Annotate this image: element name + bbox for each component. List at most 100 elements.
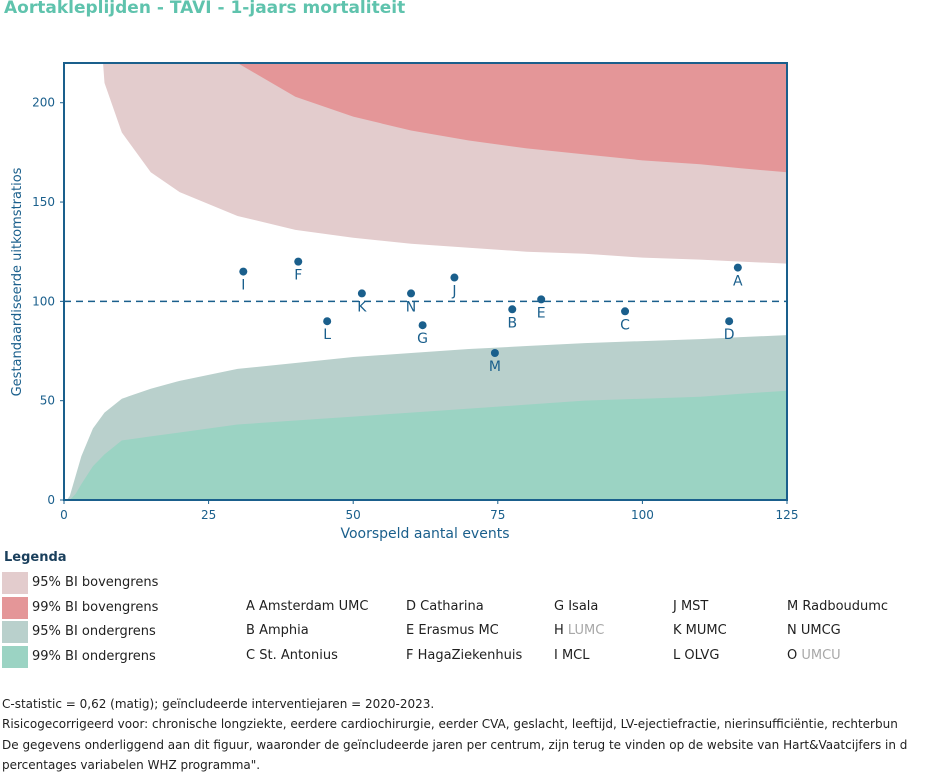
legend-heading: Legenda — [4, 550, 67, 565]
centre-e: E Erasmus MC — [406, 623, 499, 638]
centre-name: MST — [680, 599, 709, 614]
centre-name: MUMC — [685, 623, 727, 638]
centre-name: LUMC — [567, 623, 605, 638]
confidence-bands — [66, 63, 787, 500]
point-k — [357, 289, 366, 298]
point-d — [725, 317, 734, 326]
centre-name: St. Antonius — [259, 648, 338, 663]
y-tick-label: 200 — [32, 96, 55, 110]
x-tick-label: 0 — [60, 508, 68, 522]
centre-i: I MCL — [554, 648, 590, 663]
legend-swatch — [2, 645, 28, 668]
footer-source-cont: percentages variabelen WHZ programma". — [2, 758, 261, 772]
centre-letter: O — [787, 648, 802, 663]
centre-d: D Catharina — [406, 599, 484, 614]
centre-letter: K — [673, 623, 686, 638]
centre-name: Radboudumc — [802, 599, 889, 614]
centre-b: B Amphia — [246, 623, 309, 638]
legend-label: 95% BI ondergrens — [32, 624, 156, 639]
centre-o: O UMCU — [787, 648, 841, 663]
centre-points: A B C D E F G I J K L M N — [239, 257, 743, 375]
point-label-m: M — [489, 359, 501, 375]
point-label-n: N — [406, 299, 416, 315]
y-tick-label: 150 — [32, 195, 55, 209]
x-tick-label: 100 — [631, 508, 654, 522]
centre-name: Isala — [568, 599, 599, 614]
point-b — [508, 305, 517, 314]
centre-letter: D — [406, 599, 421, 614]
centre-letter: N — [787, 623, 801, 638]
band-lower-99 — [66, 390, 787, 500]
y-axis-label: Gestandaardiseerde uitkomstratios — [10, 167, 25, 396]
centre-name: UMCG — [800, 623, 841, 638]
x-axis: 0 25 50 75 100 125 — [60, 500, 798, 522]
point-a — [733, 263, 742, 272]
point-label-g: G — [417, 331, 428, 347]
point-j — [450, 273, 459, 282]
y-tick-label: 0 — [47, 493, 55, 507]
centre-name: HagaZiekenhuis — [417, 648, 523, 663]
centre-c: C St. Antonius — [246, 648, 338, 663]
centre-m: M Radboudumc — [787, 599, 888, 614]
y-tick-label: 50 — [40, 394, 55, 408]
legend-label: 95% BI bovengrens — [32, 575, 159, 590]
point-label-e: E — [537, 305, 546, 321]
x-tick-label: 75 — [490, 508, 505, 522]
centre-letter: F — [406, 648, 418, 663]
legend-swatch — [2, 572, 28, 594]
band-upper-99 — [237, 63, 787, 173]
legend-label: 99% BI bovengrens — [32, 599, 159, 615]
point-label-a: A — [733, 274, 743, 290]
centre-letter: I — [554, 648, 562, 663]
plot-frame — [63, 62, 788, 501]
point-label-k: K — [357, 299, 367, 315]
centre-name: OLVG — [684, 648, 720, 663]
centre-name: Erasmus MC — [418, 623, 499, 638]
centre-k: K MUMC — [673, 623, 727, 638]
point-n — [407, 289, 416, 298]
legend-swatch — [2, 621, 28, 643]
centre-letter: B — [246, 623, 260, 638]
centre-letter: G — [554, 599, 569, 614]
point-e — [537, 295, 546, 304]
point-label-d: D — [724, 327, 735, 343]
x-tick-label: 50 — [346, 508, 361, 522]
point-m — [490, 349, 499, 358]
centre-f: F HagaZiekenhuis — [406, 648, 522, 663]
chart-title: Aortakleplijden - TAVI - 1-jaars mortali… — [4, 0, 406, 18]
centre-name: UMCU — [801, 648, 841, 663]
point-g — [418, 321, 427, 330]
x-tick-label: 25 — [201, 508, 216, 522]
footer-source: De gegevens onderliggend aan dit figuur,… — [2, 738, 908, 752]
point-l — [323, 317, 332, 326]
x-tick-label: 125 — [776, 508, 799, 522]
footer-adjustment: Risicogecorrigeerd voor: chronische long… — [2, 717, 898, 731]
centre-letter: C — [246, 648, 260, 663]
point-label-l: L — [323, 327, 331, 343]
footer-statistic: C-statistic = 0,62 (matig); geïncludeerd… — [2, 697, 435, 711]
point-label-f: F — [294, 268, 302, 284]
centre-n: N UMCG — [787, 623, 841, 638]
legend-label: 99% BI ondergrens — [32, 648, 156, 664]
y-tick-label: 100 — [32, 294, 55, 308]
centre-name: Amsterdam UMC — [259, 599, 369, 614]
centre-letter: L — [673, 648, 685, 663]
point-i — [239, 267, 248, 276]
centre-letter: A — [246, 599, 260, 614]
centre-a: A Amsterdam UMC — [246, 599, 368, 614]
centre-h: H LUMC — [554, 623, 604, 638]
centre-j: J MST — [673, 599, 708, 614]
point-c — [621, 307, 630, 316]
centre-g: G Isala — [554, 599, 598, 614]
centre-letter: M — [787, 599, 803, 614]
point-f — [294, 257, 303, 266]
centre-name: Amphia — [259, 623, 309, 638]
centre-letter: J — [673, 599, 681, 614]
point-label-c: C — [620, 317, 630, 333]
centre-l: L OLVG — [673, 648, 719, 663]
point-label-b: B — [507, 315, 517, 331]
funnel-plot: A B C D E F G I J K L M N 0 25 50 75 100 125 0 50 100 150 200… — [10, 62, 798, 542]
centre-name: MCL — [561, 648, 590, 663]
y-axis: 0 50 100 150 200 — [32, 96, 64, 507]
x-axis-label: Voorspeld aantal events — [340, 526, 509, 542]
